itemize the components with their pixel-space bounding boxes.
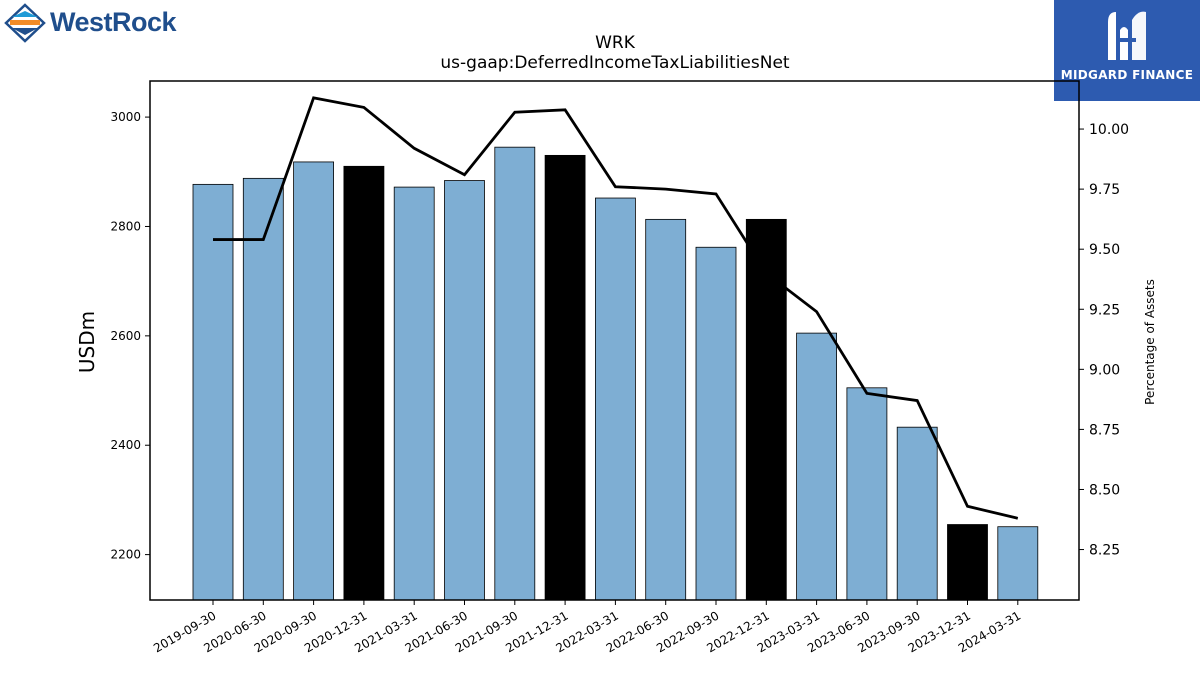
bar [695, 246, 737, 601]
y2-axis-label: Percentage of Assets [1143, 279, 1157, 405]
westrock-logo-icon [4, 3, 46, 43]
y-tick-label: 2200 [110, 548, 141, 562]
bar [242, 177, 284, 601]
x-axis: 2019-09-302020-06-302020-09-302020-12-31… [151, 600, 1023, 655]
y2-tick-label: 10.00 [1089, 122, 1129, 138]
bar [343, 165, 385, 601]
midgard-logo-text: MIDGARD FINANCE [1060, 68, 1194, 82]
y2-tick-label: 8.50 [1089, 482, 1120, 498]
bar [846, 387, 888, 601]
y2-tick-label: 9.50 [1089, 242, 1120, 258]
y2-tick-label: 8.25 [1089, 543, 1120, 559]
bar-group [192, 146, 1039, 601]
y2-tick-label: 9.00 [1089, 362, 1120, 378]
bar [494, 146, 536, 601]
bar [997, 526, 1039, 601]
bar [192, 183, 234, 601]
westrock-logo-text: WestRock [50, 7, 177, 37]
westrock-logo: WestRock [4, 3, 184, 45]
bar [293, 161, 335, 601]
percentage-line [213, 96, 1019, 520]
bar [745, 218, 787, 601]
y2-tick-label: 9.25 [1089, 302, 1120, 318]
y2-tick-label: 9.75 [1089, 182, 1120, 198]
left-axis: 2200 2400 2600 2800 3000 [110, 110, 150, 562]
chart-subtitle: us-gaap:DeferredIncomeTaxLiabilitiesNet [440, 53, 790, 73]
right-axis: 8.25 8.50 8.75 9.00 9.25 9.50 9.75 10.00 [1079, 122, 1129, 559]
midgard-logo-icon [1108, 11, 1146, 60]
bar [796, 332, 837, 601]
y-tick-label: 2600 [110, 329, 141, 343]
bar [544, 154, 586, 601]
y-tick-label: 3000 [110, 110, 141, 124]
y-tick-label: 2400 [110, 438, 141, 452]
chart-title: WRK [595, 33, 636, 53]
bar [595, 197, 636, 601]
bar [896, 426, 938, 601]
bar [393, 186, 435, 601]
y-tick-label: 2800 [110, 219, 141, 233]
bar [947, 524, 988, 601]
y2-tick-label: 8.75 [1089, 422, 1120, 438]
bar [645, 218, 687, 601]
line-group [213, 96, 1019, 520]
plot-frame [149, 80, 1080, 601]
bar [444, 180, 485, 601]
y-axis-label: USDm [75, 311, 99, 373]
